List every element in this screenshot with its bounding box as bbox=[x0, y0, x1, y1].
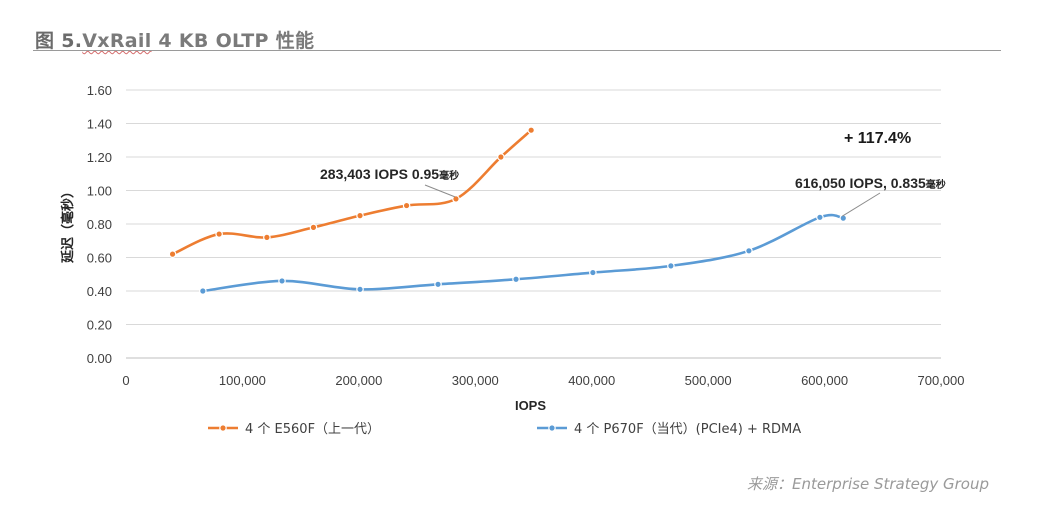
data-point-series-2 bbox=[745, 247, 753, 255]
legend-swatch-marker bbox=[548, 424, 556, 432]
title-divider bbox=[33, 50, 1001, 51]
data-point-series-2 bbox=[816, 213, 824, 222]
legend-label: 4 个 P670F（当代）(PCIe4) + RDMA bbox=[574, 422, 801, 437]
data-point-series-1 bbox=[402, 201, 411, 210]
annotation-label: 616,050 IOPS, 0.835毫秒 bbox=[795, 175, 946, 191]
data-point-series-1 bbox=[168, 250, 177, 258]
annotation-label: 283,403 IOPS 0.95毫秒 bbox=[320, 166, 459, 182]
y-tick-label: 1.00 bbox=[87, 184, 112, 199]
data-point-series-2 bbox=[589, 268, 597, 277]
data-point-series-2 bbox=[667, 262, 675, 270]
data-point-series-1 bbox=[309, 223, 318, 232]
annotation-unit: 毫秒 bbox=[439, 169, 459, 182]
x-axis-title: IOPS bbox=[515, 398, 546, 413]
data-point-series-1 bbox=[527, 126, 535, 135]
figure-title-rest: 4 KB OLTP 性能 bbox=[151, 30, 315, 52]
y-tick-label: 1.20 bbox=[87, 150, 112, 165]
annotation-unit: 毫秒 bbox=[926, 178, 946, 191]
data-point-series-1 bbox=[452, 195, 460, 203]
y-tick-label: 1.40 bbox=[87, 117, 112, 132]
figure-prefix: 图 5. bbox=[35, 30, 83, 52]
y-tick-label: 0.20 bbox=[87, 318, 112, 333]
y-tick-label: 1.60 bbox=[87, 83, 112, 98]
figure-title: 图 5.VxRail 4 KB OLTP 性能 bbox=[35, 26, 314, 53]
improvement-callout: + 117.4% bbox=[844, 130, 911, 147]
y-tick-label: 0.40 bbox=[87, 284, 112, 299]
source-note: 来源：Enterprise Strategy Group bbox=[747, 475, 989, 493]
annotation-leader-line bbox=[424, 184, 456, 198]
x-tick-label: 0 bbox=[122, 373, 129, 388]
y-tick-label: 0.00 bbox=[87, 351, 112, 366]
data-point-series-2 bbox=[199, 287, 207, 295]
data-point-series-1 bbox=[263, 233, 271, 242]
x-tick-label: 300,000 bbox=[452, 373, 499, 388]
data-point-series-2 bbox=[434, 280, 442, 289]
y-axis-title: 延迟（毫秒） bbox=[60, 185, 76, 264]
data-point-series-2 bbox=[839, 214, 848, 222]
series-line-1 bbox=[171, 128, 533, 256]
x-tick-label: 600,000 bbox=[801, 373, 848, 388]
x-tick-label: 100,000 bbox=[219, 373, 266, 388]
figure-brand: VxRail bbox=[82, 30, 152, 52]
y-tick-label: 0.80 bbox=[87, 217, 112, 232]
data-point-series-2 bbox=[278, 277, 286, 285]
annotation-value: 616,050 IOPS, 0.835 bbox=[795, 175, 926, 191]
data-point-series-1 bbox=[356, 211, 364, 220]
x-tick-label: 500,000 bbox=[685, 373, 732, 388]
annotation-value: 283,403 IOPS 0.95 bbox=[320, 166, 439, 182]
legend-swatch-marker bbox=[219, 424, 227, 432]
legend-label: 4 个 E560F（上一代） bbox=[245, 422, 380, 437]
annotation-leader-line bbox=[841, 192, 881, 217]
x-tick-label: 400,000 bbox=[568, 373, 615, 388]
data-point-series-1 bbox=[497, 153, 505, 161]
y-tick-label: 0.60 bbox=[87, 251, 112, 266]
x-tick-label: 700,000 bbox=[918, 373, 965, 388]
data-point-series-2 bbox=[512, 275, 520, 284]
series-line-2 bbox=[201, 213, 845, 293]
data-point-series-1 bbox=[215, 230, 223, 238]
data-point-series-2 bbox=[356, 285, 364, 294]
x-tick-label: 200,000 bbox=[335, 373, 382, 388]
